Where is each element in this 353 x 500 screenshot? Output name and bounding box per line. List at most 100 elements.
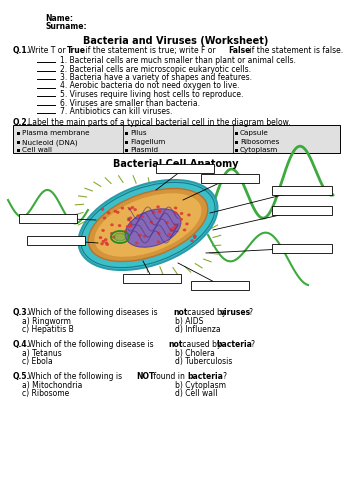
Ellipse shape [102,240,105,243]
Text: c) Hepatitis B: c) Hepatitis B [22,325,74,334]
Ellipse shape [88,188,208,262]
Text: 3. Bacteria have a variety of shapes and features.: 3. Bacteria have a variety of shapes and… [60,73,252,82]
Ellipse shape [126,225,129,228]
Text: Which of the following is: Which of the following is [28,372,125,381]
Bar [272,206,332,214]
Ellipse shape [180,212,183,215]
Text: Name:: Name: [45,14,73,23]
Text: Q.4.: Q.4. [13,340,30,349]
Text: viruses: viruses [220,308,251,317]
Text: if the statement is false.: if the statement is false. [247,46,343,55]
Text: c) Ebola: c) Ebola [22,357,53,366]
Text: b) Cytoplasm: b) Cytoplasm [175,381,226,390]
Text: Cytoplasm: Cytoplasm [240,147,278,153]
Ellipse shape [170,228,173,230]
Ellipse shape [95,193,202,257]
Ellipse shape [156,206,160,208]
Bar [235,140,238,143]
Text: False: False [228,46,250,55]
Ellipse shape [165,221,169,224]
Ellipse shape [158,210,161,214]
Ellipse shape [168,232,171,235]
Text: not: not [168,340,183,349]
Bar [17,132,20,134]
Ellipse shape [110,232,113,235]
Text: b) AIDS: b) AIDS [175,317,203,326]
Ellipse shape [143,235,146,238]
Ellipse shape [149,220,153,224]
Text: Write T or: Write T or [28,46,68,55]
Bar [125,140,128,143]
Bar [19,214,77,222]
Ellipse shape [121,206,124,210]
Text: Cell wall: Cell wall [22,147,52,153]
Text: Bacteria and Viruses (Worksheet): Bacteria and Viruses (Worksheet) [83,36,269,46]
Ellipse shape [157,232,161,235]
Ellipse shape [103,216,106,220]
Ellipse shape [110,224,114,226]
Ellipse shape [100,242,104,246]
Ellipse shape [112,236,115,238]
Ellipse shape [183,228,186,232]
Ellipse shape [116,211,120,214]
Ellipse shape [190,240,194,242]
Ellipse shape [107,212,110,214]
Text: Which of the following disease is: Which of the following disease is [28,340,156,349]
Bar [17,148,20,152]
Text: 5. Viruses require living host cells to reproduce.: 5. Viruses require living host cells to … [60,90,243,99]
Ellipse shape [124,230,127,233]
Text: 4. Aerobic bacteria do not need oxygen to live.: 4. Aerobic bacteria do not need oxygen t… [60,82,239,90]
Ellipse shape [133,208,137,211]
Text: Nucleoid (DNA): Nucleoid (DNA) [22,139,78,145]
Text: Bacterial Cell Anatomy: Bacterial Cell Anatomy [113,159,239,169]
Text: a) Ringworm: a) Ringworm [22,317,71,326]
Ellipse shape [129,224,133,227]
Text: 1. Bacterial cells are much smaller than plant or animal cells.: 1. Bacterial cells are much smaller than… [60,56,296,65]
Ellipse shape [179,218,183,221]
Bar [235,132,238,134]
Text: Capsule: Capsule [240,130,269,136]
Ellipse shape [129,216,132,220]
Text: d) Tuberculosis: d) Tuberculosis [175,357,232,366]
Ellipse shape [128,224,132,228]
Ellipse shape [138,234,142,236]
Bar [17,140,20,143]
Ellipse shape [170,229,173,232]
Text: Which of the following diseases is: Which of the following diseases is [28,308,160,317]
Ellipse shape [158,209,162,212]
Bar [201,174,259,182]
Text: if the statement is true; write F or: if the statement is true; write F or [83,46,218,55]
Text: Plasma membrane: Plasma membrane [22,130,90,136]
Text: d) Influenza: d) Influenza [175,325,221,334]
Text: found in: found in [151,372,187,381]
Text: ?: ? [222,372,226,381]
Ellipse shape [104,242,108,244]
Text: 2. Bacterial cells are microscopic eukaryotic cells.: 2. Bacterial cells are microscopic eukar… [60,64,251,74]
Bar [123,274,181,282]
Text: Q.1.: Q.1. [13,46,30,55]
Bar [125,132,128,134]
Text: Q.3.: Q.3. [13,308,30,317]
Text: 7. Antibiotics can kill viruses.: 7. Antibiotics can kill viruses. [60,107,172,116]
Ellipse shape [127,218,130,221]
Ellipse shape [174,224,177,226]
Ellipse shape [129,224,132,228]
Ellipse shape [101,208,104,211]
Text: Flagellum: Flagellum [130,139,165,145]
Ellipse shape [193,234,197,238]
Text: a) Tetanus: a) Tetanus [22,349,62,358]
Ellipse shape [128,208,132,210]
Ellipse shape [125,209,181,247]
Bar [191,280,249,289]
Ellipse shape [104,238,107,241]
Ellipse shape [193,236,196,239]
Ellipse shape [140,215,144,218]
Text: NOT: NOT [136,372,154,381]
Text: caused by: caused by [180,340,224,349]
Text: Q.5.: Q.5. [13,372,30,381]
Text: caused by: caused by [185,308,229,317]
Text: Plasmid: Plasmid [130,147,158,153]
Ellipse shape [114,233,126,241]
Text: ?: ? [248,308,252,317]
Bar [125,148,128,152]
